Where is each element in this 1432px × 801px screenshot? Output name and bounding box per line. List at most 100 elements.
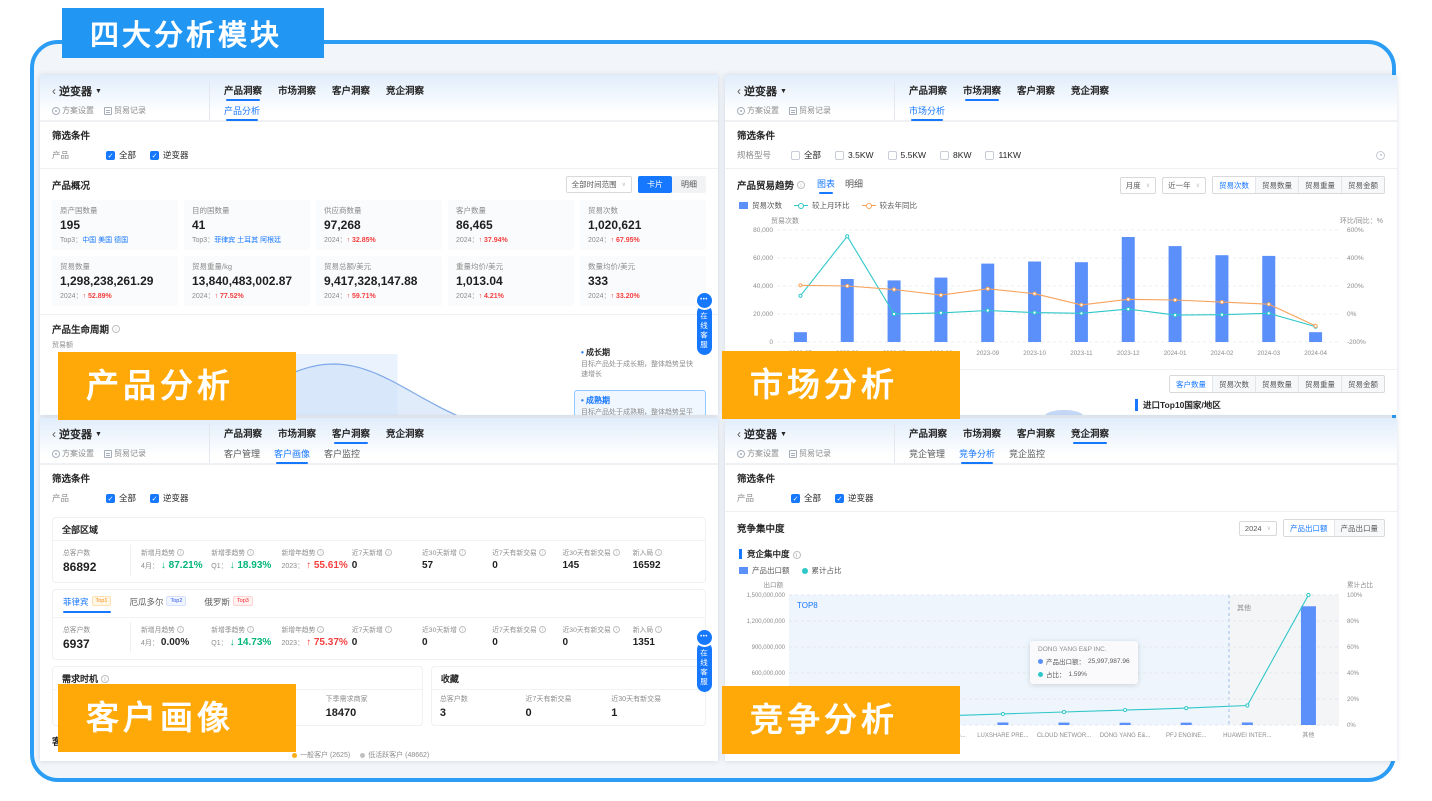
sub-tab-3[interactable]: 竞企监控 <box>1009 449 1046 459</box>
back-icon[interactable]: ‹ <box>52 427 56 441</box>
product-selector[interactable]: ‹ 逆变器 ▼ <box>737 83 894 99</box>
filter-checkbox[interactable]: ✓ 全部 <box>791 492 821 504</box>
main-tab-4[interactable]: 竞企洞察 <box>386 86 425 97</box>
back-icon[interactable]: ‹ <box>737 427 741 441</box>
online-service-widget[interactable]: ••• 在线客服 <box>694 293 714 355</box>
info-icon[interactable]: i <box>797 181 806 189</box>
info-icon[interactable]: i <box>247 625 255 633</box>
checkbox-icon[interactable]: ✓ <box>835 493 845 503</box>
dist-metric-5[interactable]: 贸易金额 <box>1341 376 1384 392</box>
view-card-button[interactable]: 卡片 <box>638 176 672 193</box>
filter-checkbox[interactable]: 3.5KW <box>835 150 874 160</box>
country-tab-1[interactable]: 菲律宾 Top1 <box>63 596 112 613</box>
info-icon[interactable]: i <box>317 548 325 556</box>
scheme-settings-link[interactable]: 方案设置 <box>737 105 779 116</box>
checkbox-icon[interactable]: ✓ <box>106 150 115 160</box>
scheme-settings-link[interactable]: 方案设置 <box>737 448 779 459</box>
legend-item[interactable]: 一般客户 (2625) <box>292 750 350 760</box>
checkbox-icon[interactable] <box>791 150 800 160</box>
info-icon[interactable]: i <box>317 625 325 633</box>
range-select[interactable]: 近一年 ∨ <box>1162 176 1206 194</box>
product-selector[interactable]: ‹ 逆变器 ▼ <box>52 83 209 99</box>
sub-tab-1[interactable]: 市场分析 <box>909 104 945 121</box>
main-tab-1[interactable]: 产品洞察 <box>909 86 948 97</box>
checkbox-icon[interactable]: ✓ <box>106 493 115 503</box>
sub-tab-3[interactable]: 客户监控 <box>324 449 361 459</box>
product-selector[interactable]: ‹ 逆变器 ▼ <box>737 426 894 442</box>
legend-item[interactable]: 较去年同比 <box>861 200 917 211</box>
info-icon[interactable]: i <box>112 325 121 333</box>
filter-checkbox[interactable]: ✓ 全部 <box>106 492 136 504</box>
back-icon[interactable]: ‹ <box>737 84 741 98</box>
legend-item[interactable]: 累计占比 <box>801 565 842 576</box>
filter-checkbox[interactable]: ✓ 逆变器 <box>835 492 874 504</box>
main-tab-3[interactable]: 客户洞察 <box>332 86 371 97</box>
country-tab-2[interactable]: 厄瓜多尔 Top2 <box>129 596 187 613</box>
checkbox-icon[interactable]: ✓ <box>791 493 800 503</box>
scheme-settings-link[interactable]: 方案设置 <box>52 105 94 116</box>
filter-settings-icon[interactable] <box>1376 150 1385 160</box>
legend-item[interactable]: 产品出口额 <box>739 565 790 576</box>
top3-links[interactable]: 菲律宾 土耳其 阿根廷 <box>214 237 282 244</box>
checkbox-icon[interactable]: ✓ <box>150 150 160 160</box>
legend-item[interactable]: 低活跃客户 (48662) <box>360 750 429 760</box>
filter-checkbox[interactable]: 全部 <box>791 149 821 161</box>
info-icon[interactable]: i <box>538 625 546 633</box>
main-tab-4[interactable]: 竞企洞察 <box>1071 426 1109 444</box>
main-tab-3[interactable]: 客户洞察 <box>1017 86 1056 97</box>
metric-1[interactable]: 贸易次数 <box>1213 177 1255 193</box>
main-tab-4[interactable]: 竞企洞察 <box>1071 86 1110 97</box>
main-tab-3[interactable]: 客户洞察 <box>332 426 370 444</box>
filter-checkbox[interactable]: ✓ 逆变器 <box>150 492 189 504</box>
trade-records-link[interactable]: 贸易记录 <box>789 105 831 116</box>
metric-4[interactable]: 贸易金额 <box>1341 177 1384 193</box>
info-icon[interactable]: i <box>792 551 801 559</box>
trade-records-link[interactable]: 贸易记录 <box>789 448 831 459</box>
trade-records-link[interactable]: 贸易记录 <box>104 105 146 116</box>
filter-checkbox[interactable]: 5.5KW <box>887 150 926 160</box>
export-volume-button[interactable]: 产品出口量 <box>1333 520 1384 536</box>
info-icon[interactable]: i <box>176 625 184 633</box>
filter-checkbox[interactable]: ✓ 全部 <box>106 149 136 161</box>
online-service-widget[interactable]: ••• 在线客服 <box>694 630 714 692</box>
sub-tab-1[interactable]: 客户管理 <box>224 449 261 459</box>
chart-view-tab[interactable]: 图表 <box>817 177 835 194</box>
main-tab-2[interactable]: 市场洞察 <box>278 86 317 97</box>
sub-tab-1[interactable]: 产品分析 <box>224 104 260 121</box>
legend-item[interactable]: 贸易次数 <box>739 200 782 211</box>
checkbox-icon[interactable] <box>940 150 950 160</box>
year-select[interactable]: 2024 ∨ <box>1238 520 1277 536</box>
legend-item[interactable]: 较上月环比 <box>794 200 850 211</box>
metric-3[interactable]: 贸易重量 <box>1298 177 1341 193</box>
info-icon[interactable]: i <box>384 548 392 556</box>
info-icon[interactable]: i <box>612 548 620 556</box>
info-icon[interactable]: i <box>384 625 392 633</box>
filter-checkbox[interactable]: 8KW <box>940 150 971 160</box>
main-tab-2[interactable]: 市场洞察 <box>963 83 1001 101</box>
export-amount-button[interactable]: 产品出口额 <box>1284 520 1334 536</box>
main-tab-1[interactable]: 产品洞察 <box>224 429 263 440</box>
sub-tab-2[interactable]: 客户画像 <box>274 447 310 464</box>
main-tab-2[interactable]: 市场洞察 <box>963 429 1002 440</box>
back-icon[interactable]: ‹ <box>52 84 56 98</box>
sub-tab-1[interactable]: 竞企管理 <box>909 449 946 459</box>
trade-records-link[interactable]: 贸易记录 <box>104 448 146 459</box>
dist-metric-4[interactable]: 贸易重量 <box>1298 376 1341 392</box>
metric-2[interactable]: 贸易数量 <box>1255 177 1298 193</box>
info-icon[interactable]: i <box>176 548 184 556</box>
view-detail-button[interactable]: 明细 <box>672 176 706 193</box>
info-icon[interactable]: i <box>538 548 546 556</box>
dist-metric-1[interactable]: 客户数量 <box>1170 376 1212 392</box>
info-icon[interactable]: i <box>458 625 466 633</box>
info-icon[interactable]: i <box>612 625 620 633</box>
sub-tab-2[interactable]: 竞争分析 <box>959 447 995 464</box>
main-tab-4[interactable]: 竞企洞察 <box>386 429 425 440</box>
country-tab-3[interactable]: 俄罗斯 Top3 <box>204 596 253 613</box>
product-selector[interactable]: ‹ 逆变器 ▼ <box>52 426 209 442</box>
main-tab-1[interactable]: 产品洞察 <box>224 83 262 101</box>
main-tab-2[interactable]: 市场洞察 <box>278 429 317 440</box>
checkbox-icon[interactable] <box>985 150 995 160</box>
info-icon[interactable]: i <box>247 548 255 556</box>
